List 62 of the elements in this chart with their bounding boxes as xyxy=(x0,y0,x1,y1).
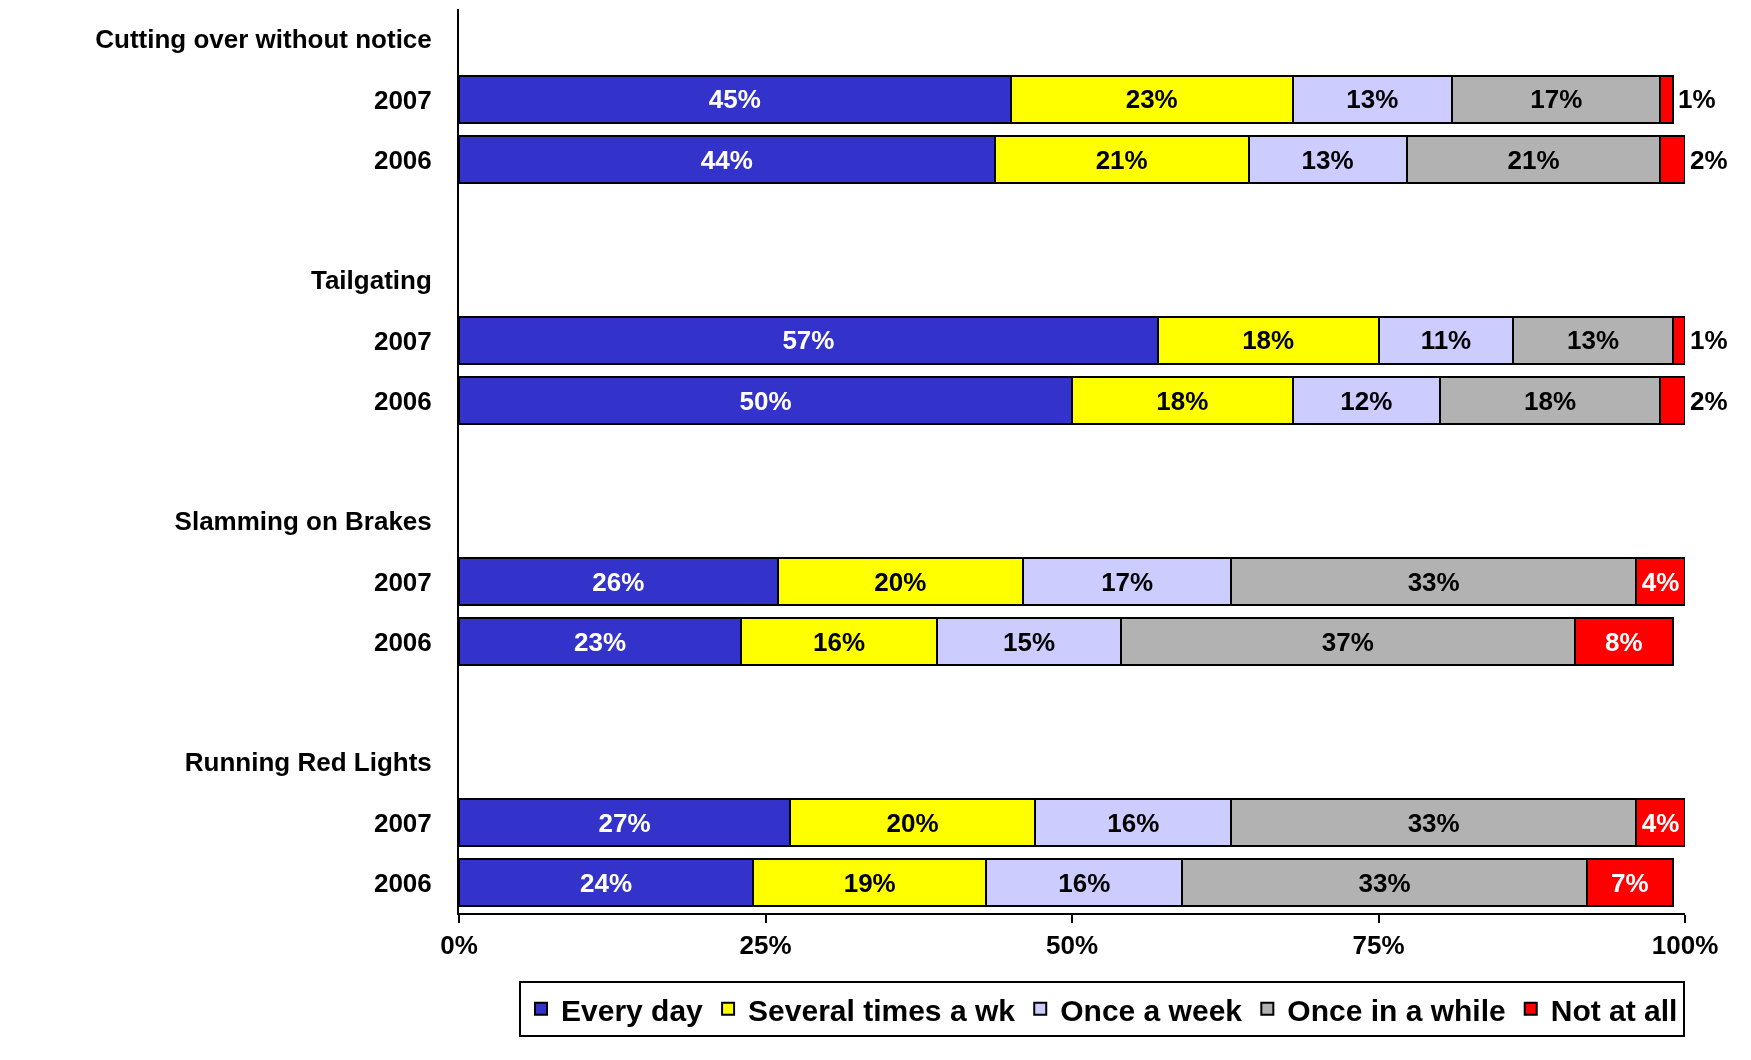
data-label: 16% xyxy=(813,626,866,657)
data-label: 19% xyxy=(843,867,896,898)
data-label: 33% xyxy=(1358,867,1411,898)
data-label: 11% xyxy=(1420,325,1472,356)
data-label: 57% xyxy=(782,325,835,356)
data-label: 27% xyxy=(598,807,651,838)
legend-label: Not at all xyxy=(1550,993,1678,1027)
data-label: 12% xyxy=(1340,385,1393,416)
x-tick-label: 25% xyxy=(739,930,792,961)
data-label: 23% xyxy=(573,626,627,657)
data-label: 13% xyxy=(1567,325,1620,356)
data-label: 18% xyxy=(1242,325,1295,356)
y-tick-label: 2007 xyxy=(373,325,432,356)
x-tick-label: 100% xyxy=(1651,930,1719,961)
y-tick-label: Tailgating xyxy=(310,265,432,296)
y-tick-label: 2007 xyxy=(373,807,432,838)
data-label: 37% xyxy=(1321,626,1374,657)
data-label: 33% xyxy=(1407,807,1460,838)
data-label: 4% xyxy=(1641,566,1680,597)
y-tick-label: 2006 xyxy=(373,144,432,175)
y-tick-label: 2007 xyxy=(373,566,432,597)
data-label: 26% xyxy=(592,566,645,597)
legend-label: Every day xyxy=(561,993,704,1027)
x-tick-label: 0% xyxy=(440,930,478,961)
data-label: 18% xyxy=(1156,385,1209,416)
data-label: 33% xyxy=(1407,566,1460,597)
y-tick-label: 2007 xyxy=(373,84,432,115)
data-label: 20% xyxy=(874,566,927,597)
data-label: 23% xyxy=(1125,84,1178,115)
data-label: 4% xyxy=(1641,807,1680,838)
y-tick-label: 2006 xyxy=(373,867,432,898)
data-label: 13% xyxy=(1346,84,1399,115)
legend-label: Once a week xyxy=(1060,993,1243,1027)
data-label: 8% xyxy=(1604,626,1643,657)
data-label: 1% xyxy=(1678,84,1716,114)
data-label: 21% xyxy=(1095,144,1148,175)
data-label: 15% xyxy=(1003,626,1056,657)
data-label: 50% xyxy=(739,385,792,416)
data-label: 44% xyxy=(700,144,753,175)
data-label: 17% xyxy=(1530,84,1583,115)
data-label: 13% xyxy=(1301,144,1354,175)
y-tick-label: Slamming on Brakes xyxy=(174,506,432,537)
data-label: 2% xyxy=(1690,386,1728,416)
y-tick-label: Cutting over without notice xyxy=(95,24,432,55)
data-label: 16% xyxy=(1058,867,1111,898)
data-label: 7% xyxy=(1611,867,1649,898)
data-label: 21% xyxy=(1507,144,1560,175)
y-tick-label: 2006 xyxy=(373,385,432,416)
legend-label: Once in a while xyxy=(1287,993,1506,1027)
data-label: 1% xyxy=(1690,325,1728,355)
x-tick-label: 50% xyxy=(1045,930,1099,961)
data-label: 17% xyxy=(1101,566,1154,597)
data-label: 2% xyxy=(1690,145,1728,175)
x-tick-label: 75% xyxy=(1352,930,1405,961)
y-tick-label: 2006 xyxy=(373,626,432,657)
legend-label: Several times a wk xyxy=(748,993,1016,1027)
data-label: 16% xyxy=(1107,807,1160,838)
y-tick-label: Running Red Lights xyxy=(184,747,432,778)
data-label: 20% xyxy=(886,807,939,838)
data-label: 18% xyxy=(1524,385,1577,416)
data-label: 45% xyxy=(708,84,761,115)
data-label: 24% xyxy=(580,867,633,898)
